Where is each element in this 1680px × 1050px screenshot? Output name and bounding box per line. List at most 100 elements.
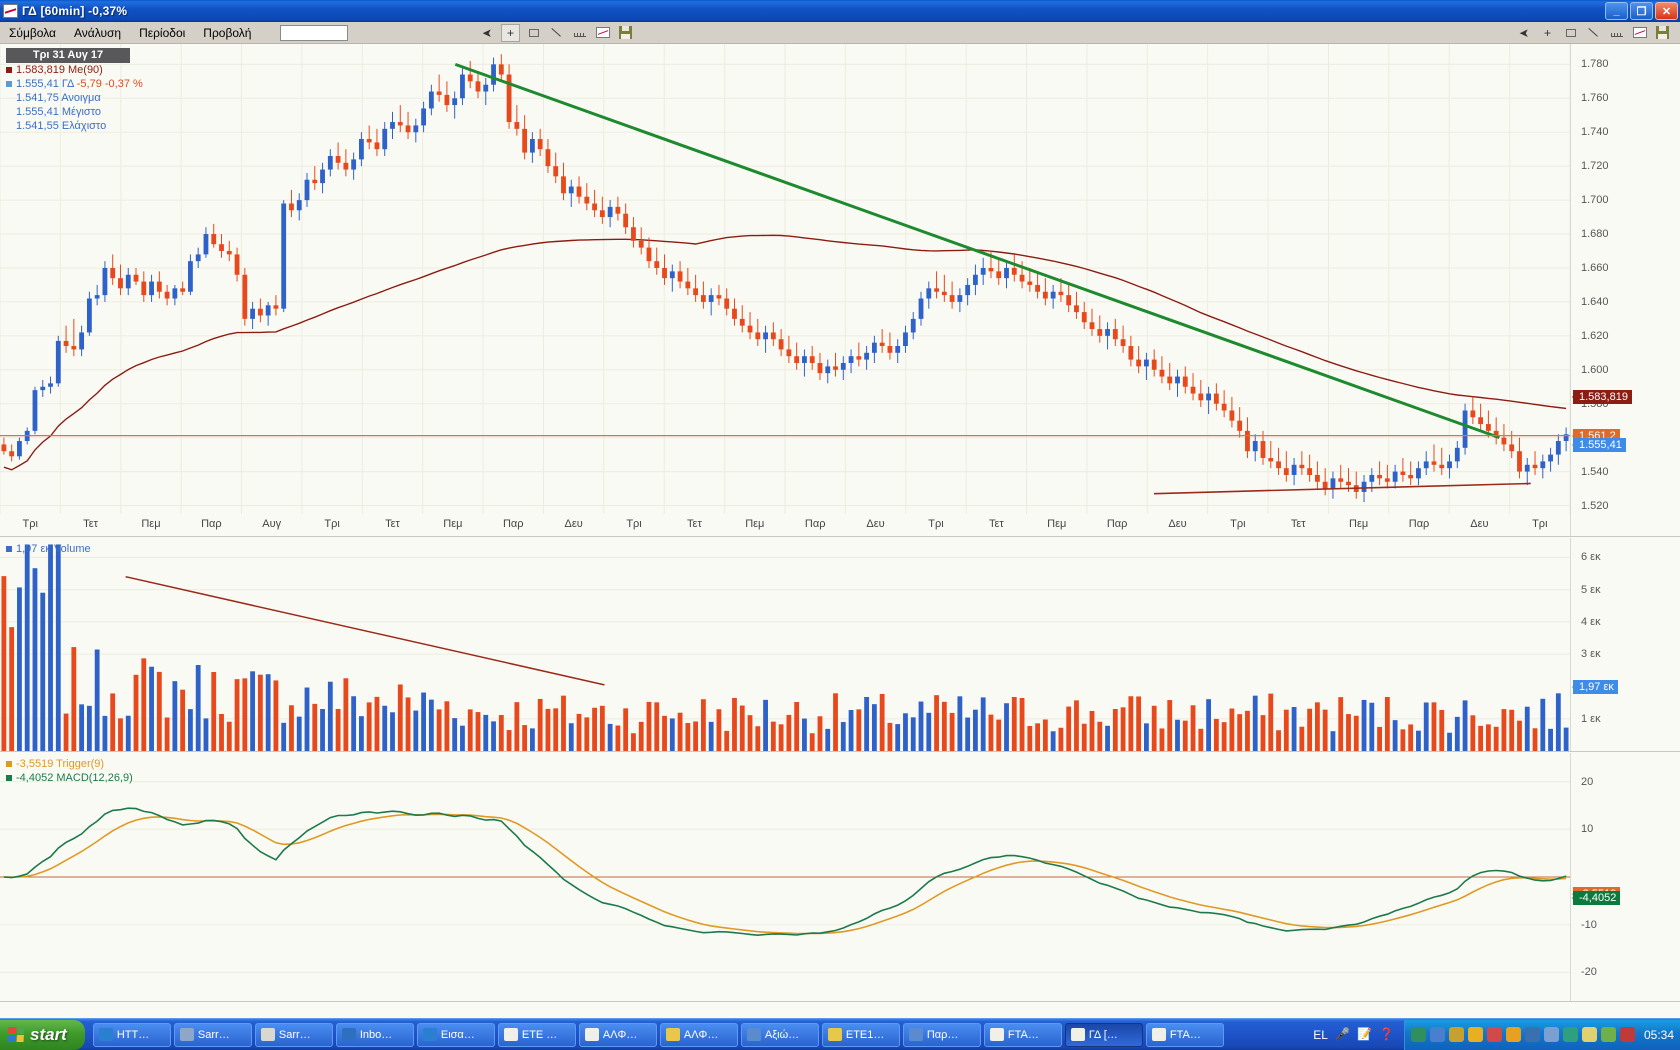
menu-item-symbols[interactable]: Σύμβολα — [9, 25, 56, 40]
date-tick: Τετ — [83, 518, 98, 530]
legend-row-high: 1.555,41 Μέγιστο — [6, 105, 143, 119]
price-legend: Τρι 31 Αυγ 17 1.583,819 Me(90) 1.555,41 … — [6, 48, 143, 133]
window-controls: _ ❐ ✕ — [1605, 2, 1678, 20]
handwriting-icon[interactable]: 📝 — [1356, 1027, 1372, 1041]
date-tick: Αυγ — [262, 518, 282, 530]
tray-icon[interactable] — [1505, 1027, 1521, 1042]
tray-icon[interactable] — [1581, 1027, 1597, 1042]
volume-chart-svg — [0, 544, 1570, 751]
price-axis[interactable]: 1.780 1.760 1.740 1.720 1.700 1.680 1.660 1.640… — [1570, 44, 1680, 536]
price-tick: 1.780 — [1581, 58, 1609, 71]
taskbar-item-icon — [1151, 1028, 1166, 1041]
tray-icon[interactable] — [1543, 1027, 1559, 1042]
volume-panel[interactable]: 6 εκ 5 εκ 4 εκ 3 εκ 1 εκ 1,97 εκ 1,97 εκ Volu… — [0, 538, 1680, 752]
window-title-bar: ΓΔ [60min] -0,37% _ ❐ ✕ — [0, 0, 1680, 22]
system-tray[interactable]: 05:34 — [1403, 1019, 1680, 1050]
taskbar-item[interactable]: HTT… — [92, 1022, 171, 1047]
taskbar-item[interactable]: FTA… — [983, 1022, 1062, 1047]
microphone-icon[interactable]: 🎤 — [1334, 1027, 1350, 1041]
taskbar-item[interactable]: Inbo… — [335, 1022, 414, 1047]
taskbar-item[interactable]: Παρ… — [902, 1022, 981, 1047]
date-tick: Παρ — [1106, 518, 1128, 530]
menu-item-periods[interactable]: Περίοδοι — [139, 25, 186, 40]
crosshair-tool-icon-2[interactable]: + — [1543, 25, 1551, 40]
taskbar-item[interactable]: Αξιώ… — [740, 1022, 819, 1047]
clock[interactable]: 05:34 — [1643, 1027, 1674, 1042]
taskbar-item[interactable]: Εισα… — [416, 1022, 495, 1047]
rectangle-tool-icon[interactable] — [524, 24, 543, 42]
tray-icon[interactable] — [1467, 1027, 1483, 1042]
close-button[interactable]: ✕ — [1655, 2, 1678, 20]
price-panel[interactable]: Τρι Τετ Πεμ Παρ Αυγ Τρι Τετ Πεμ Παρ Δευ Τρι Τετ Πεμ Π… — [0, 44, 1680, 537]
start-button[interactable]: start — [0, 1019, 85, 1050]
taskbar-item[interactable]: Sarr… — [173, 1022, 252, 1047]
symbol-input[interactable] — [280, 24, 349, 41]
date-tick: Τρι — [626, 518, 642, 530]
cursor-tool-icon[interactable]: ➤ — [482, 25, 493, 40]
macd-tick: 20 — [1581, 775, 1594, 788]
macd-panel[interactable]: 20 10 -10 -20 -3,5519 -4,4052 -3,5519 Trigger… — [0, 753, 1680, 1002]
macd-tick: -10 — [1581, 918, 1597, 931]
save-tool-icon-2[interactable] — [1653, 24, 1672, 42]
taskbar-item-icon — [908, 1028, 923, 1041]
trigger-color-swatch — [6, 761, 12, 768]
date-tick: Δευ — [564, 518, 583, 530]
chart-toolbar-secondary: ➤ + — [1515, 24, 1672, 42]
taskbar-item[interactable]: ETE … — [497, 1022, 576, 1047]
language-indicator[interactable]: EL — [1313, 1027, 1328, 1042]
taskbar-window-list[interactable]: HTT… Sarr… Sarr… Inbo… Εισα… ETE … ΑΛΦ… ΑΛΦ… Αξι… — [92, 1022, 1303, 1047]
legend-date: Τρι 31 Αυγ 17 — [6, 48, 130, 63]
volume-plot-area[interactable] — [0, 538, 1570, 751]
menu-item-view[interactable]: Προβολή — [203, 25, 252, 40]
price-tag: 1.555,41 — [1572, 438, 1626, 453]
tray-icon[interactable] — [1448, 1027, 1464, 1042]
macd-plot-area[interactable] — [0, 753, 1570, 1001]
chart-style-tool-icon[interactable] — [593, 24, 612, 42]
price-tick: 1.700 — [1581, 194, 1609, 207]
volume-tick: 1 εκ — [1581, 712, 1601, 725]
legend-row-volume: 1,97 εκ Volume — [6, 542, 91, 556]
price-plot-area[interactable] — [0, 44, 1570, 536]
taskbar-item[interactable]: FTA… — [1145, 1022, 1224, 1047]
taskbar-item[interactable]: ΓΔ [… — [1064, 1022, 1143, 1047]
trendline-tool-icon-2[interactable] — [1584, 24, 1603, 42]
taskbar-item[interactable]: Sarr… — [254, 1022, 333, 1047]
cursor-tool-icon-2[interactable]: ➤ — [1519, 25, 1530, 40]
taskbar-item[interactable]: ΑΛΦ… — [578, 1022, 657, 1047]
tray-icon[interactable] — [1524, 1027, 1540, 1042]
window-title: ΓΔ [60min] -0,37% — [22, 4, 128, 18]
tray-icon[interactable] — [1562, 1027, 1578, 1042]
taskbar-item-icon — [422, 1028, 437, 1041]
taskbar-item-label: Εισα… — [440, 1028, 475, 1041]
trendline-tool-icon[interactable] — [547, 24, 566, 42]
language-bar[interactable]: EL 🎤 📝 ❓ — [1303, 1027, 1404, 1042]
tray-icon[interactable] — [1410, 1027, 1426, 1042]
legend-ma-label: Me(90) — [68, 64, 103, 76]
legend-quote-value: 1.555,41 — [16, 78, 59, 90]
taskbar-item-icon — [341, 1028, 356, 1041]
minimize-button[interactable]: _ — [1605, 2, 1628, 20]
help-icon[interactable]: ❓ — [1378, 1027, 1394, 1041]
tray-icon[interactable] — [1486, 1027, 1502, 1042]
grid-tool-icon[interactable] — [570, 24, 589, 42]
volume-tick: 4 εκ — [1581, 615, 1601, 628]
windows-logo-icon — [7, 1027, 25, 1042]
rectangle-tool-icon-2[interactable] — [1561, 24, 1580, 42]
tray-icon[interactable] — [1600, 1027, 1616, 1042]
tray-icon[interactable] — [1429, 1027, 1445, 1042]
tray-icon-group[interactable] — [1410, 1027, 1635, 1042]
taskbar-item-label: ETE … — [521, 1028, 558, 1041]
tray-icon[interactable] — [1619, 1027, 1635, 1042]
crosshair-tool-icon[interactable]: + — [501, 23, 520, 42]
taskbar-item[interactable]: ETE1… — [821, 1022, 900, 1047]
volume-axis[interactable]: 6 εκ 5 εκ 4 εκ 3 εκ 1 εκ 1,97 εκ — [1570, 538, 1680, 751]
menu-item-analysis[interactable]: Ανάλυση — [74, 25, 122, 40]
save-tool-icon[interactable] — [616, 24, 635, 42]
chart-style-tool-icon-2[interactable] — [1630, 24, 1649, 42]
grid-tool-icon-2[interactable] — [1607, 24, 1626, 42]
maximize-button[interactable]: ❐ — [1630, 2, 1653, 20]
taskbar-item-icon — [260, 1028, 275, 1041]
taskbar-item[interactable]: ΑΛΦ… — [659, 1022, 738, 1047]
chart-workspace[interactable]: Τρι Τετ Πεμ Παρ Αυγ Τρι Τετ Πεμ Παρ Δευ Τρι Τετ Πεμ Π… — [0, 44, 1680, 1018]
